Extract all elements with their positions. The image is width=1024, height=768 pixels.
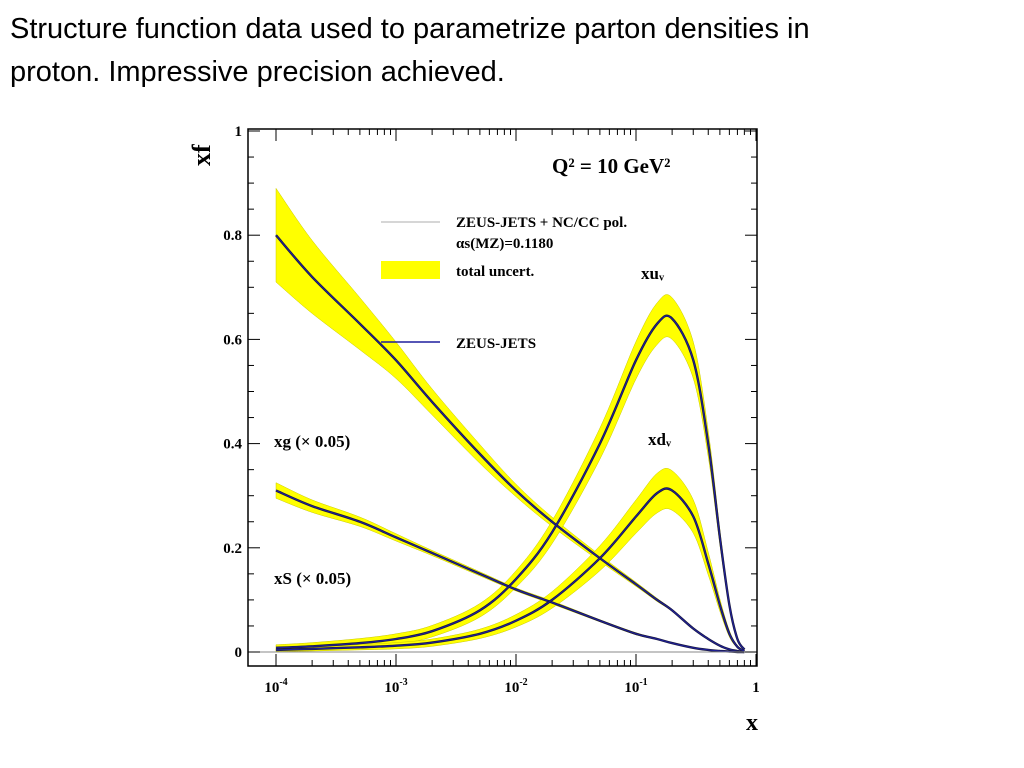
tick-labels: 0 0.2 0.4 0.6 0.8 1 10-4 10-3 10-2 10-1 1 xyxy=(223,124,760,696)
legend-band-swatch xyxy=(381,261,440,279)
xdv-zeus-jets-curve xyxy=(275,487,745,652)
plot-frame xyxy=(247,128,758,667)
central-curves xyxy=(275,234,746,654)
xg-curve-label: xg (× 0.05) xyxy=(274,432,350,451)
y-tick-label: 0 xyxy=(235,645,243,661)
y-tick-label: 1 xyxy=(235,124,243,140)
x-tick-label: 1 xyxy=(752,680,760,696)
xuv-zeus-jets-curve xyxy=(275,315,745,650)
xs-zeus-jets-curve xyxy=(275,490,745,653)
slide-title: Structure function data used to parametr… xyxy=(10,8,1010,94)
y-axis-label: xf xyxy=(187,144,216,166)
legend-band-label: total uncert. xyxy=(456,264,535,280)
legend-alphas-label: αs(MZ)=0.1180 xyxy=(456,236,553,252)
y-tick-label: 0.4 xyxy=(223,437,242,453)
legend-zeus-jets-label: ZEUS-JETS xyxy=(456,336,536,352)
x-tick-label: 10-2 xyxy=(504,677,527,696)
axis-ticks xyxy=(248,129,757,666)
xg-zeus-jets-curve xyxy=(275,234,745,653)
y-tick-label: 0.6 xyxy=(223,332,242,348)
x-tick-label: 10-3 xyxy=(384,677,407,696)
xs-curve-label: xS (× 0.05) xyxy=(274,569,351,588)
x-tick-label: 10-4 xyxy=(264,677,287,696)
x-axis-label: x xyxy=(746,710,758,736)
slide-title-line-2: proton. Impressive precision achieved. xyxy=(10,56,505,88)
legend-combined-label: ZEUS-JETS + NC/CC pol. xyxy=(456,215,627,231)
y-tick-label: 0.2 xyxy=(223,541,242,557)
legend: ZEUS-JETS + NC/CC pol. αs(MZ)=0.1180 tot… xyxy=(381,215,627,352)
q2-annotation: Q² = 10 GeV² xyxy=(552,154,670,178)
y-tick-label: 0.8 xyxy=(223,228,242,244)
slide-title-line-1: Structure function data used to parametr… xyxy=(10,13,810,45)
x-tick-label: 10-1 xyxy=(624,677,647,696)
xuv-curve-label: xuᵥ xyxy=(641,264,665,283)
xdv-curve-label: xdᵥ xyxy=(648,430,672,449)
